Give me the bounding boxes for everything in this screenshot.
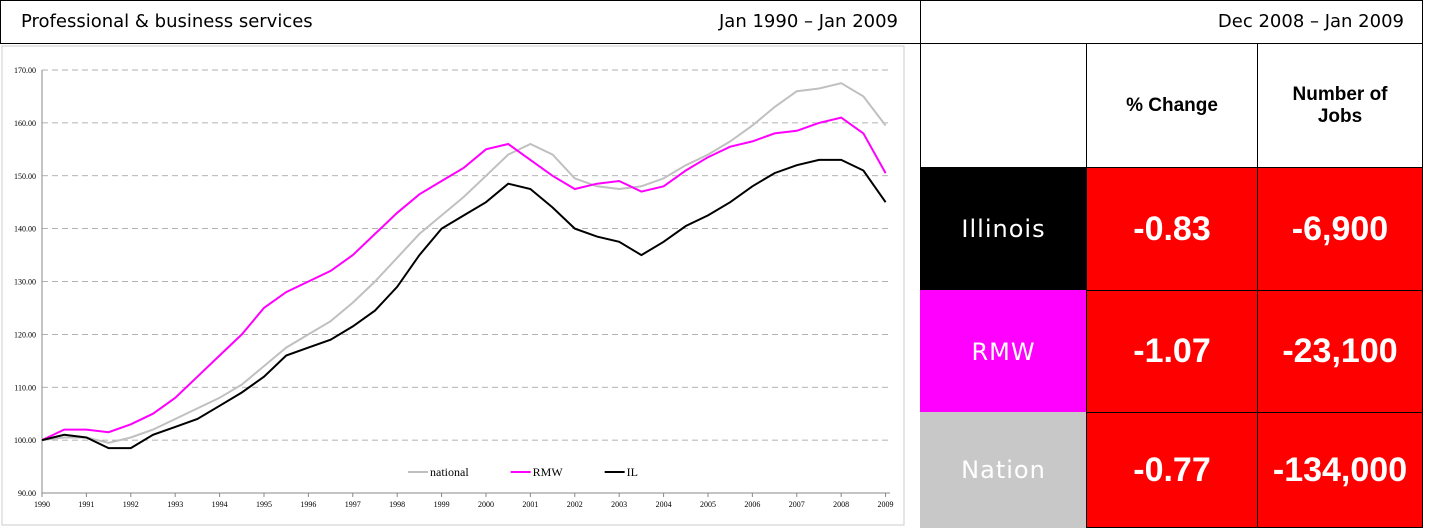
jobs: -23,100 (1257, 290, 1423, 413)
x-tick-label: 2006 (744, 500, 760, 509)
legend-label: IL (627, 465, 638, 479)
legend-label: national (430, 465, 469, 479)
row-label: RMW (920, 290, 1087, 413)
x-tick-label: 1991 (78, 500, 94, 509)
row-label: Illinois (920, 167, 1087, 291)
x-tick-label: 1993 (167, 500, 183, 509)
y-tick-label: 150.00 (14, 172, 36, 181)
chart-frame (1, 45, 905, 526)
corner-cell (920, 43, 1087, 168)
table-title: Dec 2008 – Jan 2009 (920, 0, 1423, 44)
column-header: Number of Jobs (1292, 83, 1388, 127)
row-label: Nation (920, 412, 1087, 528)
column-header-cell: % Change (1086, 43, 1258, 168)
x-tick-label: 1990 (34, 500, 50, 509)
chart-subtitle: Jan 1990 – Jan 2009 (719, 11, 898, 32)
y-tick-label: 120.00 (14, 330, 36, 339)
x-tick-label: 2000 (478, 500, 494, 509)
x-tick-label: 1996 (300, 500, 316, 509)
y-tick-label: 100.00 (14, 436, 36, 445)
y-tick-label: 160.00 (14, 119, 36, 128)
x-tick-label: 1994 (212, 500, 228, 509)
x-tick-label: 2005 (700, 500, 716, 509)
chart-header: Professional & business services Jan 199… (0, 0, 921, 44)
legend-label: RMW (533, 465, 564, 479)
y-tick-label: 130.00 (14, 278, 36, 287)
x-tick-label: 1998 (389, 500, 405, 509)
y-tick-label: 110.00 (14, 383, 36, 392)
y-tick-label: 170.00 (14, 66, 36, 75)
x-tick-label: 1999 (434, 500, 450, 509)
x-tick-label: 2001 (522, 500, 538, 509)
y-tick-label: 140.00 (14, 225, 36, 234)
x-tick-label: 1995 (256, 500, 272, 509)
series-line (41, 82, 887, 444)
x-tick-label: 2003 (611, 500, 627, 509)
series-line (41, 116, 887, 442)
column-header-cell: Number of Jobs (1257, 43, 1423, 168)
x-tick-label: 2007 (789, 500, 805, 509)
pct-change: -0.83 (1086, 167, 1258, 291)
chart: 90.00 100.00 110.00 120.00 130.00 140.00 150.0… (1, 45, 905, 526)
pct-change: -0.77 (1086, 412, 1258, 528)
y-tick-label: 90.00 (18, 489, 36, 498)
column-header: % Change (1126, 94, 1218, 116)
jobs: -134,000 (1257, 412, 1423, 528)
jobs: -6,900 (1257, 167, 1423, 291)
x-tick-label: 1992 (123, 500, 139, 509)
chart-title: Professional & business services (21, 11, 313, 32)
x-tick-label: 2009 (878, 500, 894, 509)
series-line (41, 158, 887, 450)
pct-change: -1.07 (1086, 290, 1258, 413)
x-tick-label: 2008 (833, 500, 849, 509)
x-tick-label: 1997 (345, 500, 361, 509)
x-tick-label: 2002 (567, 500, 583, 509)
x-tick-label: 2004 (656, 500, 672, 509)
